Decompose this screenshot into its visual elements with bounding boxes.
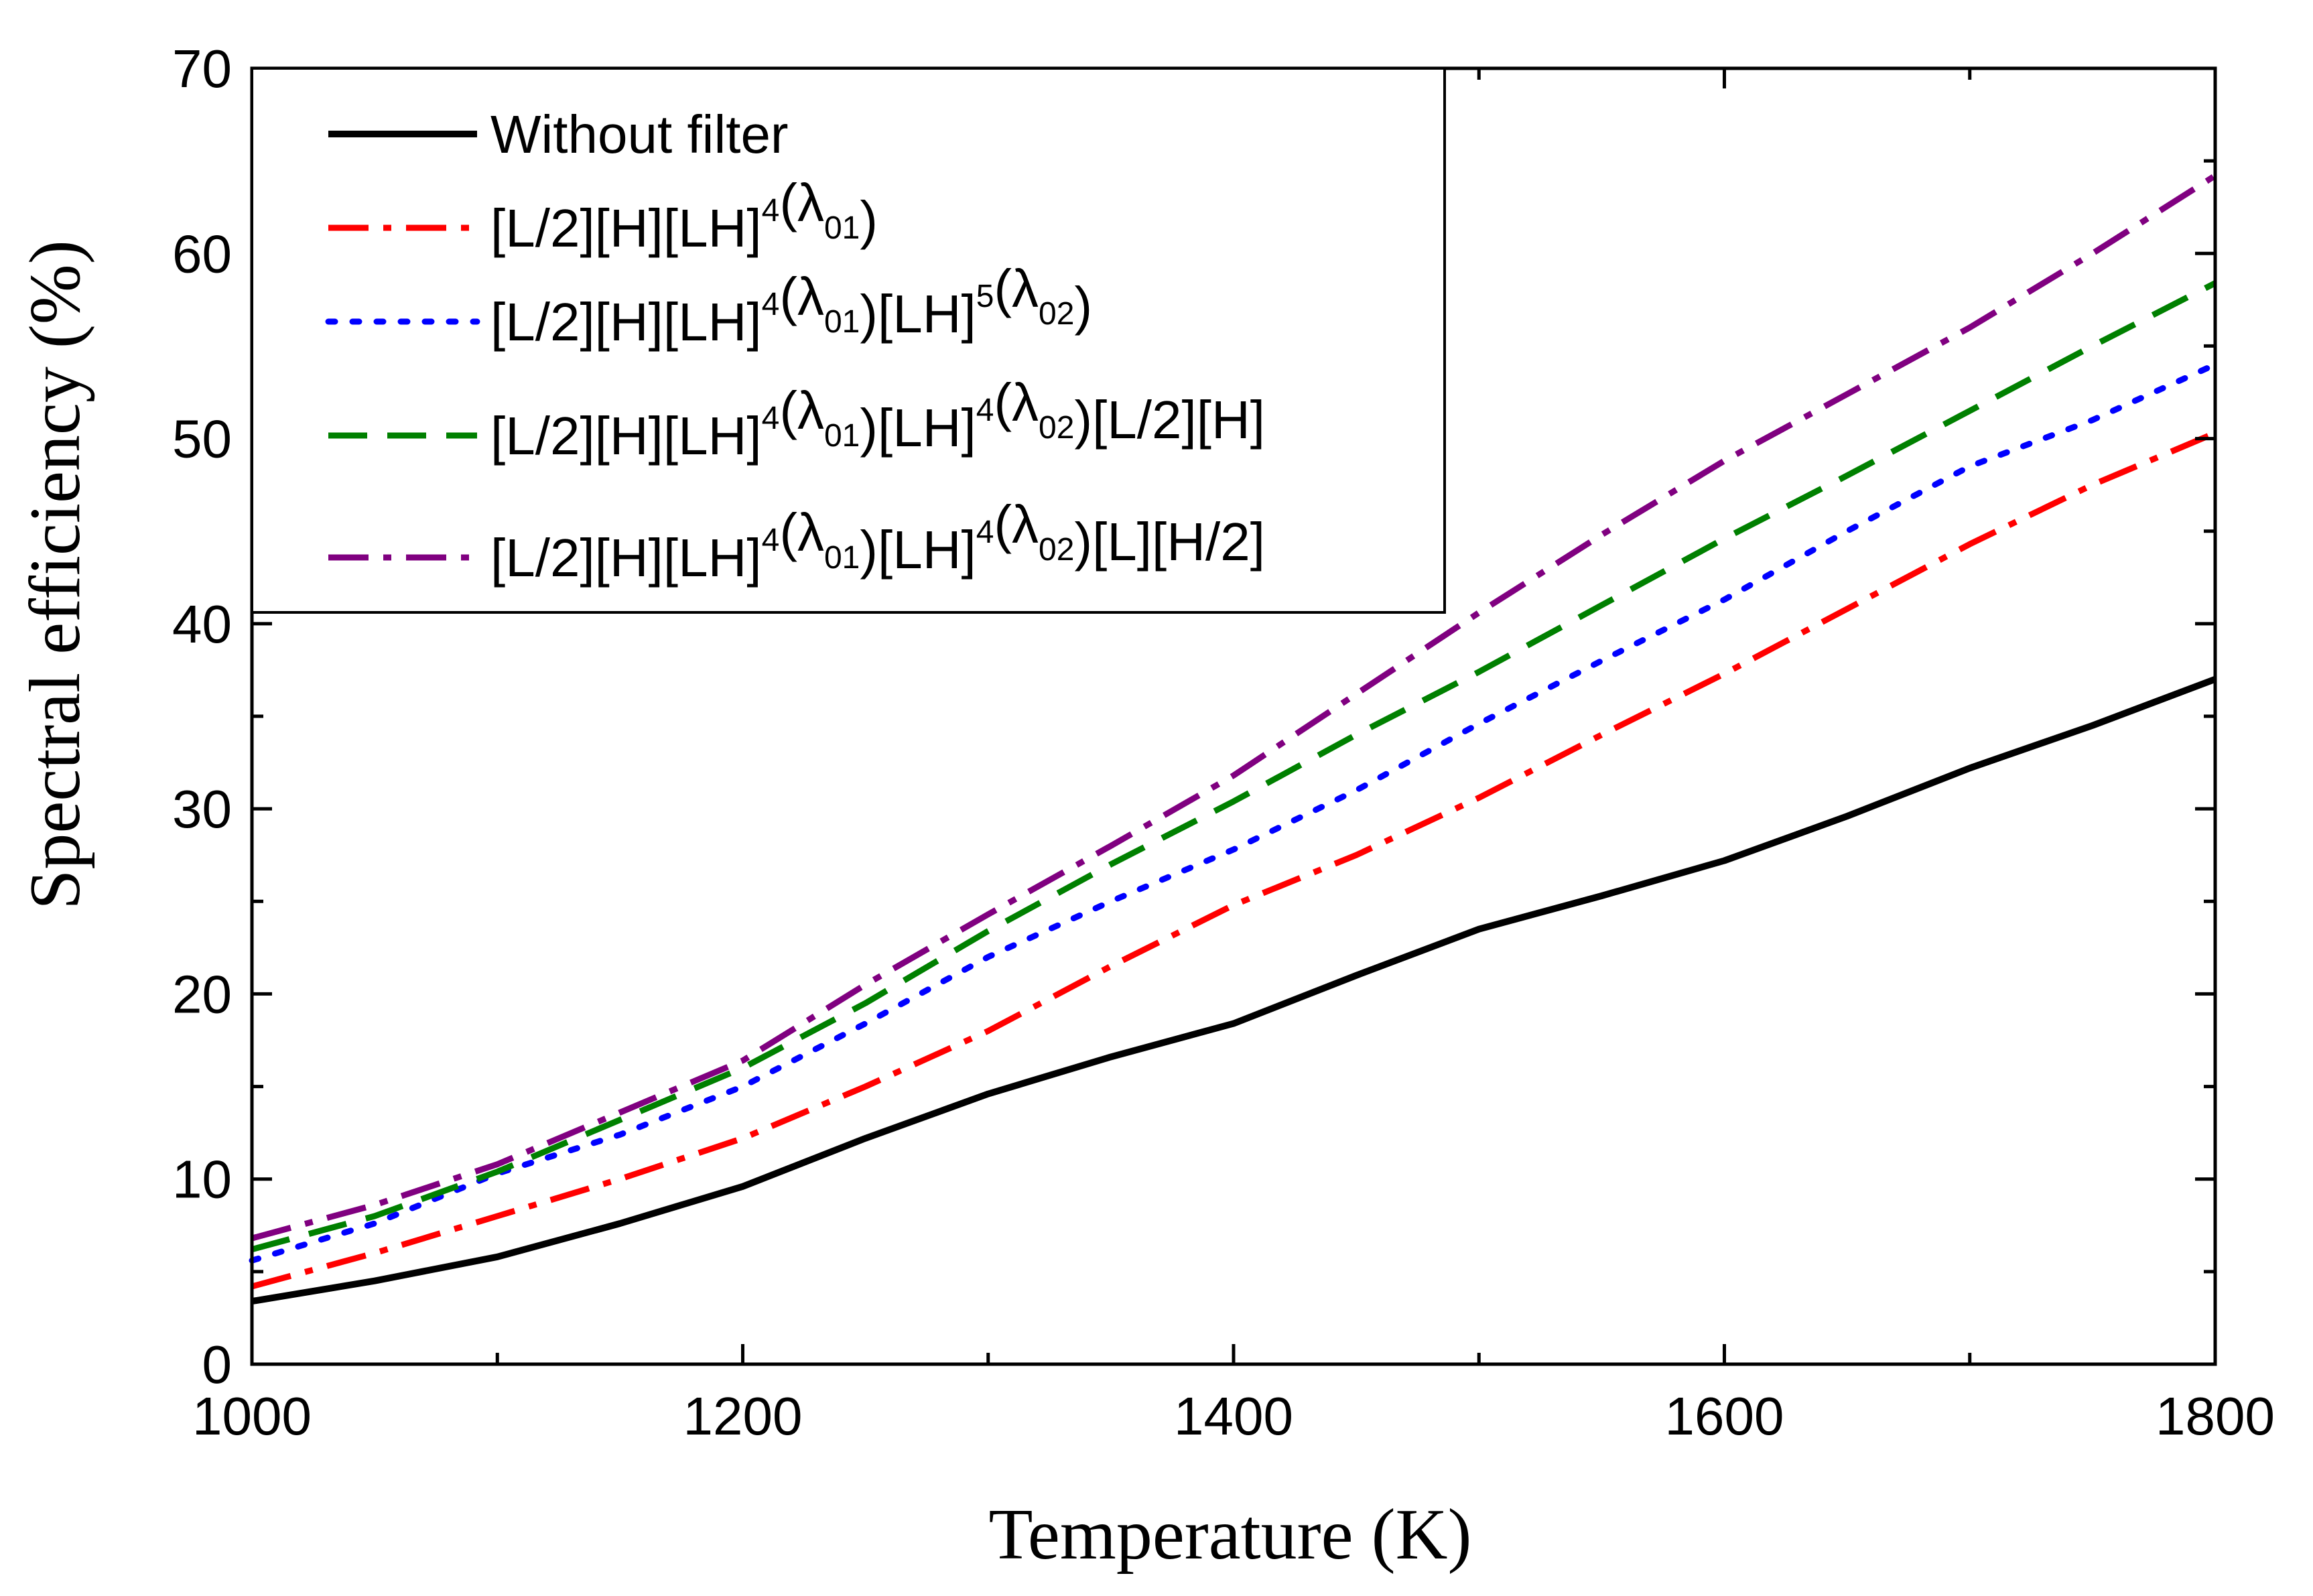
x-tick-label: 1000 <box>192 1386 312 1446</box>
legend-label-part: [L/2][H][LH] <box>490 198 762 258</box>
y-tick-label: 40 <box>172 594 232 654</box>
legend-label-part: 01 <box>824 304 860 340</box>
legend-label-part: 02 <box>1039 410 1074 446</box>
legend-label-part: 4 <box>762 193 780 228</box>
series-line-3 <box>249 361 2219 1264</box>
y-tick-label: 10 <box>172 1150 232 1209</box>
legend-label-part: (λ <box>779 173 824 232</box>
series-line-2 <box>251 430 2217 1290</box>
legend-label-part: 02 <box>1039 532 1074 568</box>
legend-label-part: 02 <box>1039 296 1074 332</box>
legend-label-part: 5 <box>976 279 994 314</box>
legend-label-1: Without filter <box>490 105 789 164</box>
series-lines <box>249 173 2219 1305</box>
y-tick-label: 70 <box>172 39 232 98</box>
legend-label-3: [L/2][H][LH]4(λ01)[LH]5(λ02) <box>490 259 1092 352</box>
legend-label-part: 01 <box>824 210 860 246</box>
legend-label-part: 4 <box>762 401 780 436</box>
x-axis-label: Temperature (K) <box>988 1495 1471 1575</box>
legend-label-4: [L/2][H][LH]4(λ01)[LH]4(λ02)[L/2][H] <box>490 373 1265 466</box>
series-line-5 <box>251 173 2217 1242</box>
legend-label-5: [L/2][H][LH]4(λ01)[LH]4(λ02)[L][H/2] <box>490 494 1265 588</box>
legend-label-part: )[LH] <box>860 284 976 344</box>
y-tick-label: 30 <box>172 779 232 839</box>
legend-label-part: (λ <box>994 259 1039 318</box>
y-tick-label: 60 <box>172 224 232 283</box>
y-axis-label: Spectral efficiency (%) <box>15 240 95 909</box>
x-tick-label: 1800 <box>2156 1386 2275 1446</box>
legend-label-part: 4 <box>976 393 994 428</box>
series-line-1 <box>251 676 2217 1305</box>
legend-label-part: )[L][H/2] <box>1074 512 1265 572</box>
legend-label-part: )[LH] <box>860 398 976 458</box>
legend: Without filter[L/2][H][LH]4(λ01)[L/2][H]… <box>251 67 1446 614</box>
legend-label-part: (λ <box>779 267 824 326</box>
legend-label-part: ) <box>860 190 878 250</box>
x-tick-label: 1200 <box>683 1386 803 1446</box>
legend-label-part: ) <box>1074 276 1092 336</box>
legend-label-part: (λ <box>779 503 824 562</box>
y-tick-label: 50 <box>172 409 232 469</box>
legend-label-part: (λ <box>994 373 1039 432</box>
legend-box <box>251 67 1446 614</box>
legend-label-part: 4 <box>762 287 780 322</box>
x-tick-label: 1400 <box>1174 1386 1293 1446</box>
legend-label-2: [L/2][H][LH]4(λ01) <box>490 173 878 258</box>
legend-label-part: )[L/2][H] <box>1074 390 1265 450</box>
legend-label-part: 4 <box>762 523 780 558</box>
legend-label-part: )[LH] <box>860 520 976 580</box>
legend-label-part: (λ <box>994 494 1039 554</box>
legend-label-part: Without filter <box>490 105 789 164</box>
legend-label-part: 01 <box>824 418 860 454</box>
legend-label-part: (λ <box>779 381 824 440</box>
series-line-4 <box>251 280 2217 1253</box>
legend-label-part: [L/2][H][LH] <box>490 528 762 588</box>
x-tick-label: 1600 <box>1665 1386 1784 1446</box>
legend-label-part: 01 <box>824 540 860 576</box>
legend-label-part: 4 <box>976 515 994 550</box>
legend-label-part: [L/2][H][LH] <box>490 292 762 352</box>
legend-label-part: [L/2][H][LH] <box>490 406 762 466</box>
y-tick-label: 0 <box>202 1335 233 1394</box>
y-tick-label: 20 <box>172 964 232 1024</box>
